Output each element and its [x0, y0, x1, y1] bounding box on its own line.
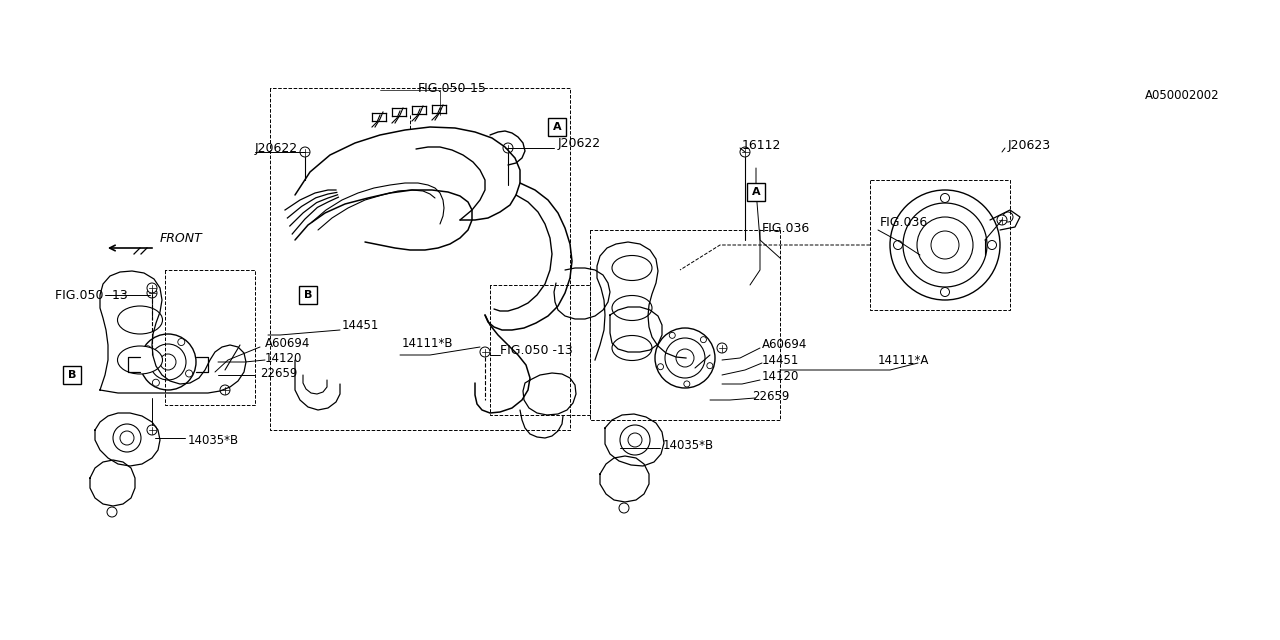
Circle shape — [620, 425, 650, 455]
FancyBboxPatch shape — [63, 366, 81, 384]
Text: FIG.050 -13: FIG.050 -13 — [55, 289, 128, 301]
Circle shape — [684, 381, 690, 387]
Circle shape — [178, 339, 184, 346]
Ellipse shape — [612, 255, 652, 280]
Circle shape — [140, 334, 196, 390]
Circle shape — [147, 425, 157, 435]
Circle shape — [620, 503, 628, 513]
Text: 14451: 14451 — [342, 319, 379, 332]
Circle shape — [152, 380, 160, 386]
Circle shape — [676, 349, 694, 367]
Circle shape — [160, 354, 177, 370]
Circle shape — [707, 363, 713, 369]
Text: 16112: 16112 — [742, 138, 781, 152]
Circle shape — [655, 328, 716, 388]
Text: J20622: J20622 — [558, 136, 602, 150]
Text: J20623: J20623 — [1009, 138, 1051, 152]
Circle shape — [220, 385, 230, 395]
Text: 22659: 22659 — [260, 367, 297, 380]
Circle shape — [147, 283, 157, 293]
Circle shape — [145, 346, 151, 353]
Text: A60694: A60694 — [265, 337, 310, 349]
Circle shape — [931, 231, 959, 259]
Text: A050002002: A050002002 — [1146, 88, 1220, 102]
Circle shape — [147, 288, 157, 298]
Ellipse shape — [612, 335, 652, 360]
FancyBboxPatch shape — [548, 118, 566, 136]
Circle shape — [186, 370, 192, 377]
Circle shape — [941, 287, 950, 296]
Circle shape — [480, 347, 490, 357]
Text: 14120: 14120 — [265, 351, 302, 365]
Text: J20622: J20622 — [255, 141, 298, 154]
Circle shape — [1004, 212, 1012, 222]
Circle shape — [150, 344, 186, 380]
Text: FIG.050-15: FIG.050-15 — [419, 81, 486, 95]
Circle shape — [941, 193, 950, 202]
Circle shape — [916, 217, 973, 273]
Circle shape — [740, 147, 750, 157]
Text: 14035*B: 14035*B — [663, 438, 714, 451]
Circle shape — [300, 147, 310, 157]
Text: B: B — [68, 370, 77, 380]
Circle shape — [120, 431, 134, 445]
Text: A60694: A60694 — [762, 337, 808, 351]
Text: 14111*A: 14111*A — [878, 353, 929, 367]
Text: 14035*B: 14035*B — [188, 433, 239, 447]
Circle shape — [890, 190, 1000, 300]
Text: A: A — [553, 122, 562, 132]
Circle shape — [987, 241, 997, 250]
Circle shape — [700, 337, 707, 342]
Circle shape — [902, 203, 987, 287]
Circle shape — [893, 241, 902, 250]
Circle shape — [113, 424, 141, 452]
Text: 14120: 14120 — [762, 369, 800, 383]
Circle shape — [628, 433, 643, 447]
Ellipse shape — [118, 346, 163, 374]
Circle shape — [503, 143, 513, 153]
Ellipse shape — [612, 296, 652, 321]
Text: 14451: 14451 — [762, 353, 800, 367]
Text: FIG.050 -13: FIG.050 -13 — [500, 344, 572, 356]
FancyBboxPatch shape — [748, 183, 765, 201]
Text: FIG.036: FIG.036 — [881, 216, 928, 228]
Text: A: A — [751, 187, 760, 197]
Text: 14111*B: 14111*B — [402, 337, 453, 349]
Circle shape — [108, 507, 116, 517]
Text: FRONT: FRONT — [160, 232, 202, 244]
Circle shape — [658, 364, 663, 370]
FancyBboxPatch shape — [300, 286, 317, 304]
Circle shape — [997, 215, 1007, 225]
Circle shape — [666, 338, 705, 378]
Text: 22659: 22659 — [753, 390, 790, 403]
Text: B: B — [303, 290, 312, 300]
Text: FIG.036: FIG.036 — [762, 221, 810, 234]
Ellipse shape — [118, 306, 163, 334]
Circle shape — [669, 332, 676, 339]
Circle shape — [717, 343, 727, 353]
